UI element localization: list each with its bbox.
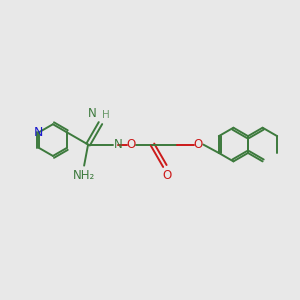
Text: N: N	[88, 107, 97, 120]
Text: N: N	[34, 126, 43, 139]
Text: O: O	[127, 138, 136, 151]
Text: N: N	[114, 138, 123, 151]
Text: O: O	[162, 169, 172, 182]
Text: NH₂: NH₂	[73, 169, 95, 182]
Text: O: O	[194, 138, 203, 151]
Text: H: H	[103, 110, 110, 120]
